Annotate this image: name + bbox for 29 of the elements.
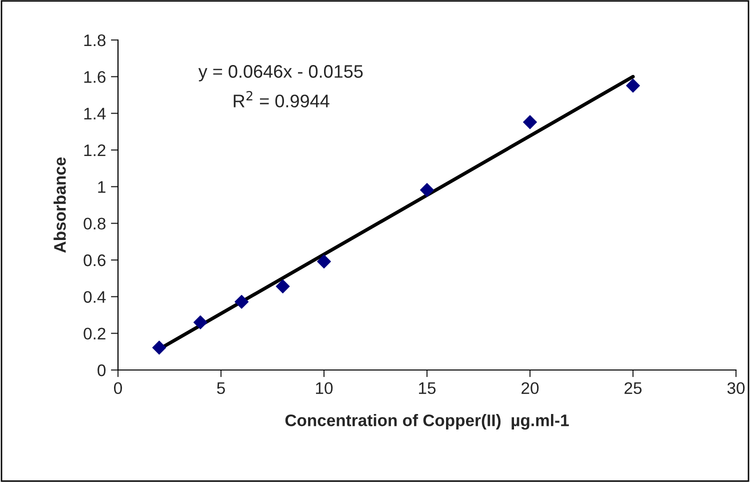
point	[276, 279, 290, 294]
x-axis-title: Concentration of Copper(II) µg.ml-1	[285, 414, 569, 430]
y-tick-label: 0	[98, 364, 106, 376]
y-tick-label: 1	[98, 181, 106, 193]
y-tick-label: 0.6	[84, 254, 106, 266]
point	[626, 78, 640, 93]
annotation: y = 0.0646x - 0.0155	[198, 65, 363, 82]
y-tick-label: 1.8	[84, 34, 106, 46]
x-tick-label: 20	[522, 382, 539, 394]
x-tick-label: 10	[316, 382, 333, 394]
annotation: R$^{2}$ = 0.9944	[234, 90, 330, 108]
y-tick-label: 1.6	[84, 71, 106, 83]
y-tick-label: 0.8	[84, 218, 106, 230]
point	[317, 254, 331, 268]
x-tick-label: 15	[419, 382, 436, 394]
x-tick-label: 0	[114, 382, 122, 394]
y-tick-label: 0.4	[84, 291, 106, 303]
x-tick-label: 25	[624, 382, 642, 394]
point	[523, 115, 537, 130]
point	[193, 315, 208, 330]
y-tick-label: 0.2	[84, 328, 106, 340]
y-axis-title: Absorbance	[54, 157, 66, 253]
point	[152, 340, 166, 355]
y-tick-label: 1.4	[84, 108, 106, 120]
x-tick-label: 30	[727, 382, 745, 394]
x-tick-label: 5	[217, 382, 225, 394]
point	[420, 183, 434, 197]
y-tick-label: 1.2	[84, 144, 106, 156]
point	[234, 294, 249, 309]
